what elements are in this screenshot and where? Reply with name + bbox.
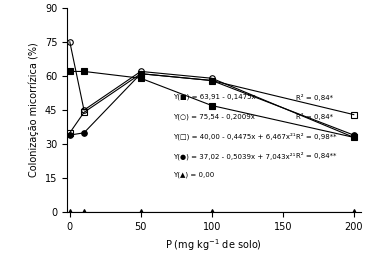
- Text: R² = 0,84*: R² = 0,84*: [296, 94, 333, 101]
- Text: R² = 0,84**: R² = 0,84**: [296, 152, 337, 159]
- Text: Y(●) = 37,02 - 0,5039x + 7,043x²¹: Y(●) = 37,02 - 0,5039x + 7,043x²¹: [173, 152, 295, 160]
- Text: Y(■) = 63,91 - 0,1475x: Y(■) = 63,91 - 0,1475x: [173, 94, 256, 100]
- Y-axis label: Colonização micorrízica (%): Colonização micorrízica (%): [29, 43, 39, 177]
- X-axis label: P (mg kg$^{-1}$ de solo): P (mg kg$^{-1}$ de solo): [166, 238, 262, 254]
- Text: Y(□) = 40,00 - 0,4475x + 6,467x²¹: Y(□) = 40,00 - 0,4475x + 6,467x²¹: [173, 133, 295, 140]
- Text: Y(○) = 75,54 - 0,2009x: Y(○) = 75,54 - 0,2009x: [173, 113, 254, 120]
- Text: R² = 0,98**: R² = 0,98**: [296, 133, 337, 140]
- Text: Y(▲) = 0,00: Y(▲) = 0,00: [173, 171, 214, 178]
- Text: R² = 0,84*: R² = 0,84*: [296, 113, 333, 120]
